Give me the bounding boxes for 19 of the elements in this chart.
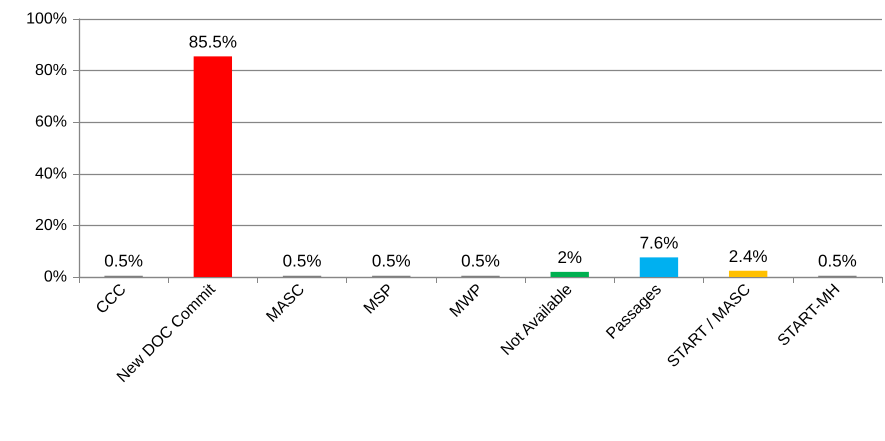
bar: [640, 257, 678, 277]
data-label: 0.5%: [372, 252, 411, 271]
y-tick-label: 0%: [44, 268, 67, 286]
data-label: 0.5%: [461, 252, 500, 271]
y-tick-label: 100%: [26, 10, 67, 28]
data-label: 0.5%: [104, 252, 143, 271]
bar: [728, 270, 768, 277]
y-tick-label: 40%: [34, 165, 67, 182]
y-tick-label: 20%: [34, 216, 67, 234]
data-label: 0.5%: [282, 252, 322, 271]
data-label: 0.5%: [818, 252, 857, 271]
data-label: 85.5%: [188, 32, 237, 52]
data-label: 2.4%: [728, 246, 768, 266]
bar: [550, 272, 589, 277]
y-tick-label: 80%: [34, 62, 67, 80]
y-tick-label: 60%: [34, 114, 67, 131]
bar: [194, 56, 232, 277]
data-label: 2%: [557, 248, 582, 267]
data-label: 7.6%: [640, 233, 678, 252]
